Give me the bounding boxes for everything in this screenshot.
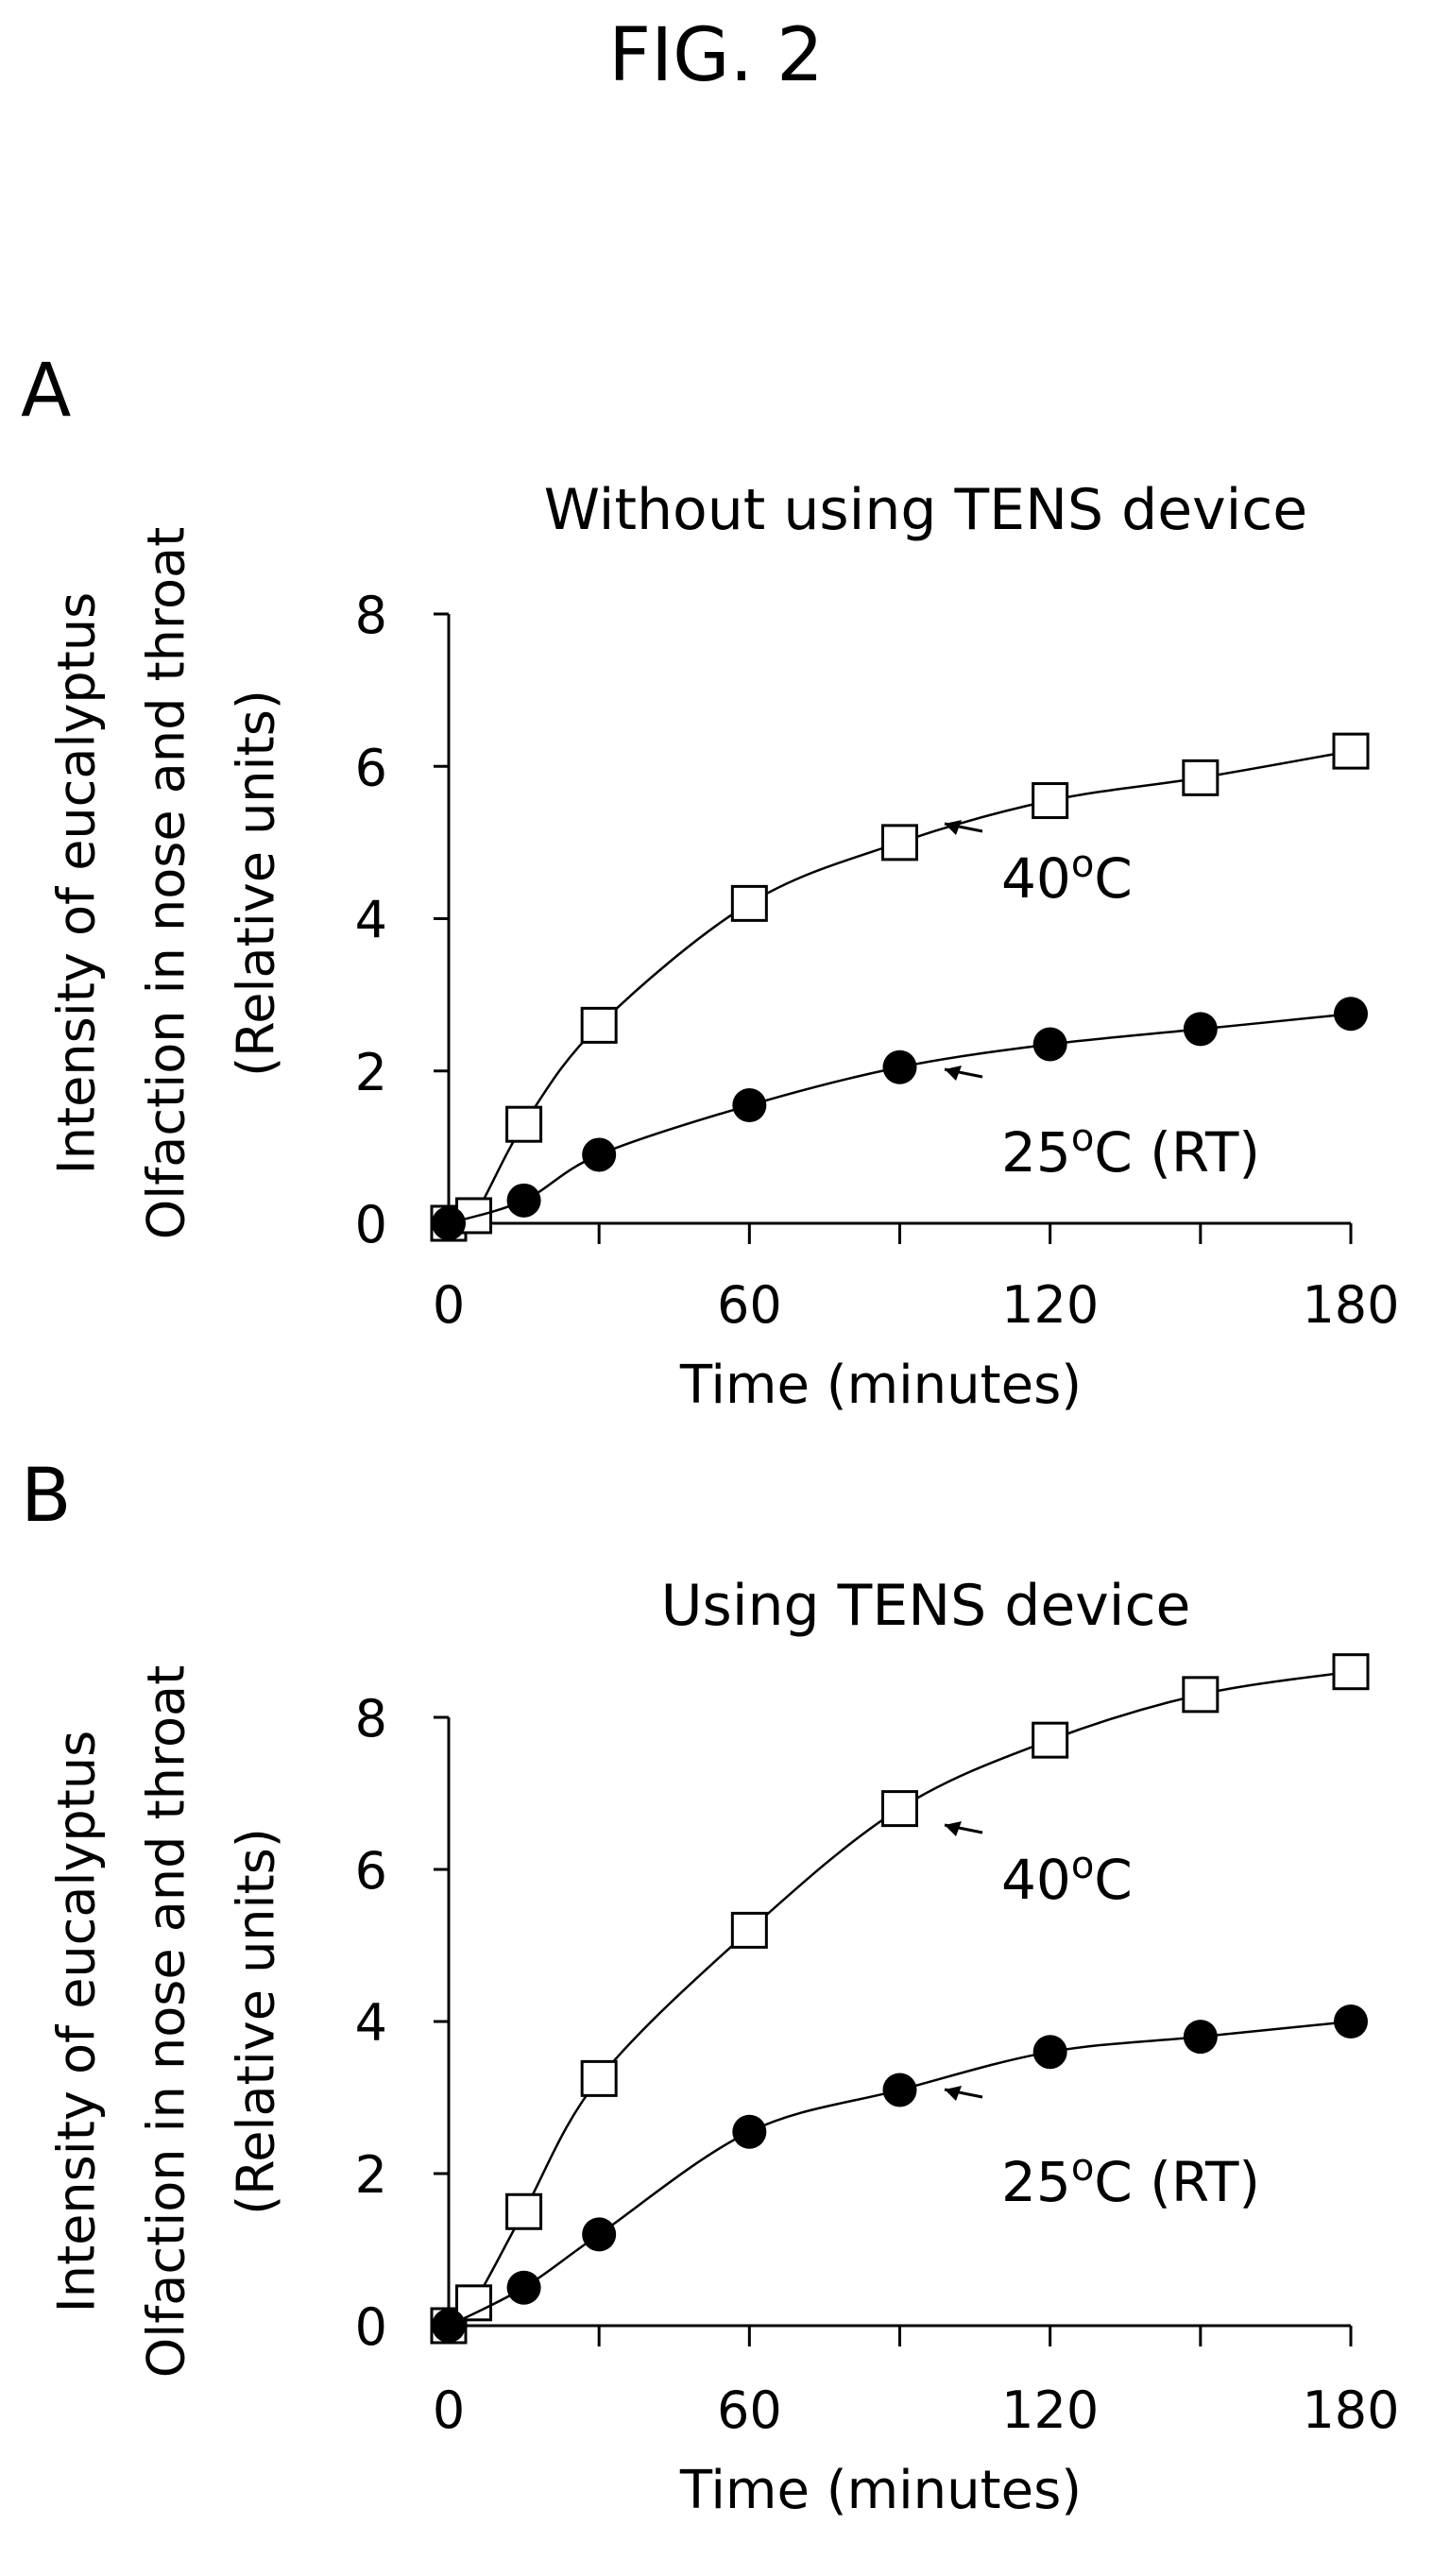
figure-title: FIG. 2 — [608, 13, 824, 98]
panel-a-y-tick-label: 8 — [355, 586, 387, 645]
panel-a-y-axis-label-line-2: Olfaction in nose and throat — [137, 527, 196, 1240]
panel-b-y-tick-label: 4 — [355, 1993, 387, 2053]
panel-a-series-40c-point — [1182, 759, 1220, 796]
panel-b-x-tick-label: 60 — [717, 2380, 782, 2440]
panel-a-series-25c-point — [1183, 1012, 1218, 1047]
panel-b-x-tick-label: 120 — [1001, 2380, 1099, 2440]
panel-b-series-25c-point — [432, 2309, 466, 2343]
panel-a-series-25c-point — [732, 1088, 767, 1123]
panel-b-series-25c-point — [1032, 2035, 1067, 2070]
panel-a-x-axis-label: Time (minutes) — [679, 1355, 1082, 1416]
panel-b-y-tick-label: 2 — [355, 2145, 387, 2205]
panel-a-series-40c-point — [505, 1105, 543, 1143]
panel-b-y-axis-label-line-1: Intensity of eucalyptus — [47, 1731, 107, 2312]
panel-a-series-25c-point — [882, 1049, 917, 1084]
panel-a-series-25c-point — [432, 1206, 466, 1240]
panel-a-letter: A — [21, 349, 71, 434]
panel-b-y-tick-label: 0 — [355, 2297, 387, 2357]
panel-b-series-25c-point — [882, 2073, 917, 2107]
panel-b-series-40c-point — [505, 2192, 543, 2230]
panel-b-series-40c-point — [881, 1790, 918, 1828]
panel-a: A Without using TENS device 0 2 4 6 8 0 60 120 1… — [21, 349, 1400, 1416]
panel-b-y-tick-label: 6 — [355, 1841, 387, 1901]
panel-b-letter: B — [21, 1454, 72, 1539]
panel-a-series-40c-point — [1332, 732, 1370, 770]
panel-a-series-25c-annotation-arrowhead — [945, 1066, 962, 1081]
panel-a-series-40c-annotation-arrowhead — [945, 820, 962, 835]
panel-b-series-25c-point — [732, 2114, 767, 2149]
panel-b-series-40c-point — [1332, 1653, 1370, 1691]
panel-b-x-tick-label: 0 — [433, 2380, 465, 2440]
panel-a-series-25c-point — [1334, 997, 1368, 1032]
panel-b-series-25c-point — [582, 2217, 617, 2252]
panel-b-y-axis-label-line-3: (Relative units) — [227, 1828, 286, 2215]
panel-a-series-40c-point — [730, 884, 768, 922]
panel-a-series-25c-point — [582, 1137, 617, 1172]
panel-a-x-tick-label: 60 — [717, 1275, 782, 1335]
panel-b-series-40c-point — [1182, 1676, 1220, 1714]
panel-a-series-25c-line — [448, 1013, 1352, 1225]
panel-a-series-40c-label: 40oC — [1001, 843, 1133, 911]
panel-a-series-40c-point — [580, 1006, 618, 1044]
panel-b-series-25c-annotation-arrowhead — [945, 2086, 962, 2101]
panel-b-series-40c-point — [1032, 1721, 1069, 1759]
panel-b-series-40c-line — [448, 1670, 1352, 2327]
panel-b-series-25c-point — [506, 2270, 541, 2305]
panel-a-y-tick-label: 0 — [355, 1195, 387, 1254]
panel-a-series-40c-line — [448, 749, 1352, 1227]
panel-b-series-25c-point — [1334, 2005, 1368, 2039]
panel-a-y-axis-label-line-3: (Relative units) — [227, 690, 286, 1077]
panel-a-x-tick-label: 0 — [433, 1275, 465, 1335]
panel-a-series-40c-point — [1032, 782, 1069, 820]
panel-a-x-tick-label: 120 — [1001, 1275, 1099, 1335]
panel-a-series-25c-point — [506, 1183, 541, 1218]
panel-b-series-25c-label: 25oC (RT) — [1001, 2146, 1260, 2214]
panel-b-series-40c-point — [730, 1911, 768, 1949]
panel-b-series-40c-point — [580, 2059, 618, 2097]
panel-b-y-axis-label-line-2: Olfaction in nose and throat — [137, 1665, 196, 2379]
panel-a-y-tick-label: 6 — [355, 738, 387, 797]
panel-a-x-tick-label: 180 — [1302, 1275, 1399, 1335]
panel-a-y-tick-label: 4 — [355, 891, 387, 950]
panel-b-y-tick-label: 8 — [355, 1689, 387, 1749]
panel-b-series-40c-annotation-arrowhead — [945, 1821, 962, 1836]
panel-b-x-tick-label: 180 — [1302, 2380, 1399, 2440]
panel-b: B Using TENS device 0 2 4 6 8 0 60 120 180 Time (… — [21, 1454, 1400, 2521]
panel-a-series-25c-point — [1032, 1027, 1067, 1062]
panel-a-title: Without using TENS device — [544, 477, 1307, 543]
panel-b-series-25c-point — [1183, 2020, 1218, 2055]
panel-a-y-axis-label-line-1: Intensity of eucalyptus — [47, 592, 107, 1174]
panel-b-x-axis-label: Time (minutes) — [679, 2460, 1082, 2521]
panel-b-series-40c-label: 40oC — [1001, 1844, 1133, 1912]
panel-b-title: Using TENS device — [661, 1573, 1191, 1639]
panel-a-y-tick-label: 2 — [355, 1043, 387, 1102]
panel-a-series-25c-label: 25oC (RT) — [1001, 1117, 1260, 1185]
panel-a-series-40c-point — [881, 824, 918, 862]
